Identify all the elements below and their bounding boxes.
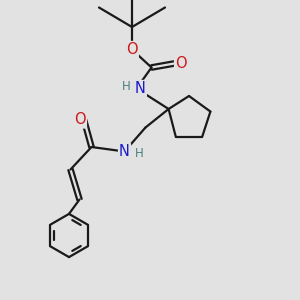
- Text: O: O: [126, 42, 138, 57]
- Text: O: O: [175, 56, 187, 70]
- Text: O: O: [74, 112, 86, 128]
- Text: N: N: [135, 81, 146, 96]
- Text: H: H: [135, 147, 144, 161]
- Text: H: H: [122, 80, 130, 94]
- Text: N: N: [119, 144, 130, 159]
